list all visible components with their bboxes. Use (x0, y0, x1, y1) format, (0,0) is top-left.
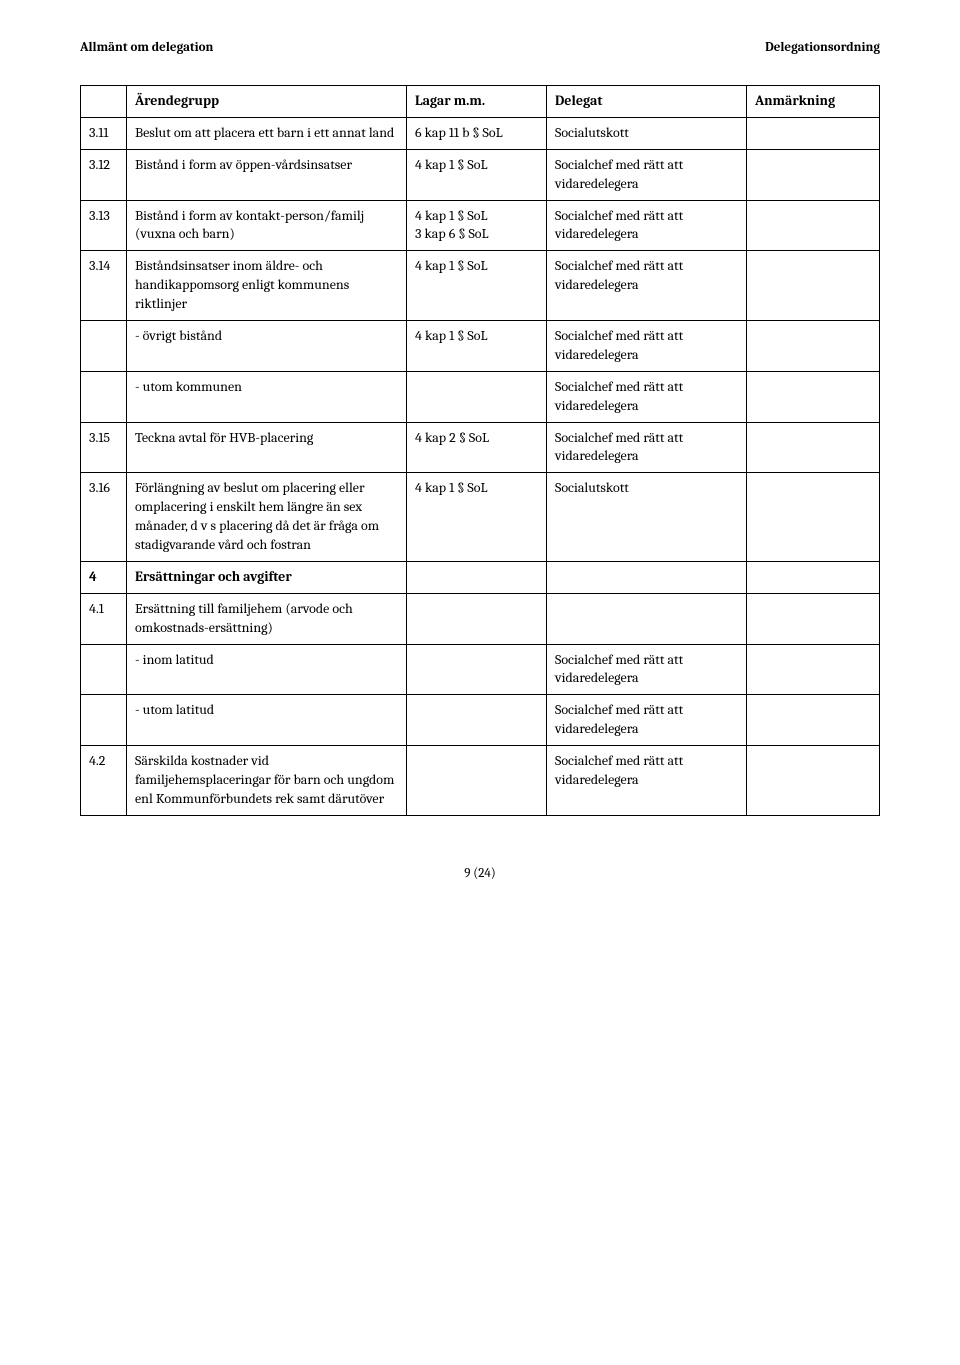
cell-desc: Förlängning av beslut om placering eller… (127, 473, 407, 562)
cell-law (407, 371, 547, 422)
table-row: 3.13 Bistånd i form av kontakt-person/fa… (81, 200, 880, 251)
table-row: 3.11 Beslut om att placera ett barn i et… (81, 117, 880, 149)
cell-desc: Särskilda kostnader vid familjehemsplace… (127, 746, 407, 816)
cell-del: Socialchef med rätt att vidaredelegera (547, 371, 747, 422)
cell-num: 3.13 (81, 200, 127, 251)
table-row: - utom latitud Socialchef med rätt att v… (81, 695, 880, 746)
col-header-lagar: Lagar m.m. (407, 86, 547, 118)
cell-law: 4 kap 2 § SoL (407, 422, 547, 473)
cell-num: 3.12 (81, 149, 127, 200)
cell-del: Socialchef med rätt att vidaredelegera (547, 200, 747, 251)
cell-note (747, 695, 880, 746)
col-header-arendegrupp: Ärendegrupp (127, 86, 407, 118)
cell-num: 3.15 (81, 422, 127, 473)
cell-law (407, 561, 547, 593)
cell-num (81, 644, 127, 695)
cell-note (747, 473, 880, 562)
cell-desc: Biståndsinsatser inom äldre- och handika… (127, 251, 407, 321)
table-row: - övrigt bistånd 4 kap 1 § SoL Socialche… (81, 321, 880, 372)
cell-law (407, 644, 547, 695)
cell-num (81, 321, 127, 372)
cell-num (81, 695, 127, 746)
col-header-delegat: Delegat (547, 86, 747, 118)
table-header-row: Ärendegrupp Lagar m.m. Delegat Anmärknin… (81, 86, 880, 118)
cell-note (747, 746, 880, 816)
table-row: 3.15 Teckna avtal för HVB-placering 4 ka… (81, 422, 880, 473)
page-header: Allmänt om delegation Delegationsordning (80, 40, 880, 55)
cell-note (747, 644, 880, 695)
table-row: 3.14 Biståndsinsatser inom äldre- och ha… (81, 251, 880, 321)
table-row: - utom kommunen Socialchef med rätt att … (81, 371, 880, 422)
cell-del: Socialchef med rätt att vidaredelegera (547, 149, 747, 200)
cell-law: 4 kap 1 § SoL (407, 149, 547, 200)
header-right: Delegationsordning (765, 40, 880, 55)
col-header-num (81, 86, 127, 118)
cell-desc: Ersättning till familjehem (arvode och o… (127, 593, 407, 644)
cell-note (747, 561, 880, 593)
cell-del: Socialchef med rätt att vidaredelegera (547, 644, 747, 695)
header-left: Allmänt om delegation (80, 40, 213, 55)
cell-del: Socialchef med rätt att vidaredelegera (547, 251, 747, 321)
cell-note (747, 371, 880, 422)
page-number: 9 (24) (464, 866, 496, 881)
cell-note (747, 200, 880, 251)
table-row: 4.1 Ersättning till familjehem (arvode o… (81, 593, 880, 644)
table-row: - inom latitud Socialchef med rätt att v… (81, 644, 880, 695)
cell-del: Socialutskott (547, 473, 747, 562)
cell-del (547, 593, 747, 644)
table-section-row: 4 Ersättningar och avgifter (81, 561, 880, 593)
cell-note (747, 149, 880, 200)
cell-num: 3.16 (81, 473, 127, 562)
cell-law: 6 kap 11 b § SoL (407, 117, 547, 149)
cell-del: Socialchef med rätt att vidaredelegera (547, 746, 747, 816)
cell-num: 4.2 (81, 746, 127, 816)
cell-desc: Beslut om att placera ett barn i ett ann… (127, 117, 407, 149)
cell-note (747, 251, 880, 321)
table-row: 3.12 Bistånd i form av öppen-vårdsinsats… (81, 149, 880, 200)
cell-desc: - utom latitud (127, 695, 407, 746)
cell-law: 4 kap 1 § SoL (407, 321, 547, 372)
cell-del (547, 561, 747, 593)
cell-desc: Teckna avtal för HVB-placering (127, 422, 407, 473)
page-footer: 9 (24) (80, 866, 880, 881)
cell-num: 3.11 (81, 117, 127, 149)
cell-num: 4 (81, 561, 127, 593)
cell-desc: - inom latitud (127, 644, 407, 695)
cell-note (747, 593, 880, 644)
cell-note (747, 422, 880, 473)
table-row: 3.16 Förlängning av beslut om placering … (81, 473, 880, 562)
cell-del: Socialchef med rätt att vidaredelegera (547, 422, 747, 473)
cell-num (81, 371, 127, 422)
cell-desc: - övrigt bistånd (127, 321, 407, 372)
cell-law: 4 kap 1 § SoL 3 kap 6 § SoL (407, 200, 547, 251)
cell-del: Socialchef med rätt att vidaredelegera (547, 695, 747, 746)
cell-num: 3.14 (81, 251, 127, 321)
cell-desc: Bistånd i form av öppen-vårdsinsatser (127, 149, 407, 200)
cell-law: 4 kap 1 § SoL (407, 473, 547, 562)
cell-note (747, 117, 880, 149)
cell-desc: - utom kommunen (127, 371, 407, 422)
cell-desc: Bistånd i form av kontakt-person/familj … (127, 200, 407, 251)
table-row: 4.2 Särskilda kostnader vid familjehemsp… (81, 746, 880, 816)
cell-law (407, 695, 547, 746)
cell-law (407, 593, 547, 644)
col-header-anmarkning: Anmärkning (747, 86, 880, 118)
cell-del: Socialchef med rätt att vidaredelegera (547, 321, 747, 372)
delegation-table: Ärendegrupp Lagar m.m. Delegat Anmärknin… (80, 85, 880, 816)
cell-law (407, 746, 547, 816)
cell-num: 4.1 (81, 593, 127, 644)
cell-desc: Ersättningar och avgifter (127, 561, 407, 593)
cell-del: Socialutskott (547, 117, 747, 149)
cell-note (747, 321, 880, 372)
cell-law: 4 kap 1 § SoL (407, 251, 547, 321)
